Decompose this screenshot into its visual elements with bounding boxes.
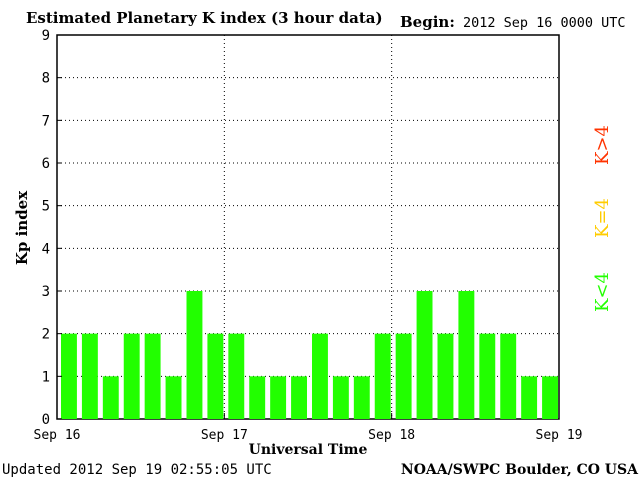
kp-bar xyxy=(123,333,140,419)
y-ticks: 0 1 2 3 4 5 6 7 8 9 xyxy=(42,28,62,428)
kp-bar xyxy=(395,333,412,419)
kp-bar xyxy=(353,376,370,419)
kp-bar xyxy=(228,333,245,419)
kp-bar xyxy=(291,376,307,419)
y-tick-label: 2 xyxy=(42,327,50,343)
updated-text: Updated 2012 Sep 19 02:55:05 UTC xyxy=(2,462,272,478)
y-tick-label: 5 xyxy=(42,199,50,215)
x-ticks: Sep 16 Sep 17 Sep 18 Sep 19 xyxy=(34,413,583,443)
kp-bar xyxy=(312,333,328,419)
kp-bar xyxy=(165,376,182,419)
legend: K>4 K=4 K<4 xyxy=(592,125,613,312)
y-tick-label: 4 xyxy=(42,241,50,257)
kp-bar xyxy=(207,333,224,419)
y-tick-label: 3 xyxy=(42,284,50,300)
kp-bar xyxy=(249,376,266,419)
kp-bar xyxy=(374,333,391,419)
kp-bar xyxy=(542,376,558,419)
y-tick-label: 7 xyxy=(42,113,50,129)
kp-bar xyxy=(479,333,496,419)
kp-bar xyxy=(270,376,287,419)
credit-text: NOAA/SWPC Boulder, CO USA xyxy=(401,462,639,478)
x-tick-label: Sep 16 xyxy=(34,428,81,443)
kp-bar xyxy=(81,333,98,419)
kp-bar xyxy=(416,291,433,419)
grid-lines xyxy=(57,35,559,419)
y-axis-label: Kp index xyxy=(13,190,31,265)
kp-bar xyxy=(144,333,161,419)
kp-bar xyxy=(61,333,77,419)
kp-bar xyxy=(186,291,203,419)
kp-bar xyxy=(332,376,349,419)
legend-item: K<4 xyxy=(592,272,613,312)
y-tick-label: 0 xyxy=(42,412,50,428)
x-tick-label: Sep 19 xyxy=(536,428,583,443)
kp-bar xyxy=(521,376,538,419)
plot-frame xyxy=(56,34,560,420)
y-tick-label: 1 xyxy=(42,369,50,385)
legend-item: K>4 xyxy=(592,125,613,165)
kp-bar xyxy=(500,333,517,419)
begin-label: Begin: xyxy=(400,13,455,31)
kp-bar xyxy=(458,291,475,419)
y-tick-label: 8 xyxy=(42,71,50,87)
chart-title: Estimated Planetary K index (3 hour data… xyxy=(26,9,383,27)
x-axis-label: Universal Time xyxy=(249,442,368,458)
bars xyxy=(61,291,558,419)
kp-bar xyxy=(102,376,119,419)
kp-bar xyxy=(437,333,454,419)
y-tick-label: 6 xyxy=(42,156,50,172)
y-tick-label: 9 xyxy=(42,28,50,44)
x-tick-label: Sep 18 xyxy=(368,428,415,443)
legend-item: K=4 xyxy=(592,198,613,238)
x-tick-label: Sep 17 xyxy=(201,428,248,443)
begin-value: 2012 Sep 16 0000 UTC xyxy=(463,15,626,31)
